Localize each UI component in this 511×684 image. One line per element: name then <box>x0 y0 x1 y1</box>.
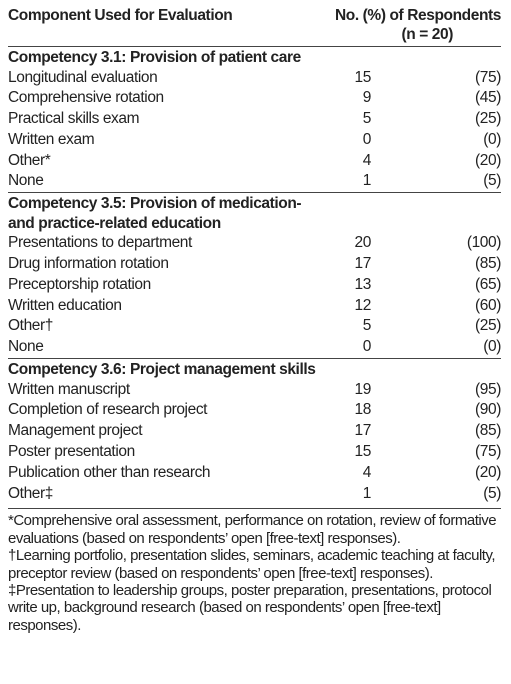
percent: (75) <box>475 442 501 460</box>
table-row: Longitudinal evaluation 15 (75) <box>8 68 501 89</box>
count: 0 <box>362 338 372 356</box>
footnotes: *Comprehensive oral assessment, performa… <box>8 508 501 634</box>
percent: (100) <box>466 234 502 252</box>
count: 13 <box>354 275 372 293</box>
row-label: Other* <box>8 151 51 169</box>
section-title: Competency 3.1: Provision of patient car… <box>8 49 301 66</box>
count: 1 <box>362 484 372 502</box>
section: Competency 3.6: Project management skill… <box>8 358 501 504</box>
percent: (85) <box>475 255 501 273</box>
table-row: Presentations to department 20 (100) <box>8 233 501 254</box>
row-label: Drug information rotation <box>8 255 169 273</box>
percent: (25) <box>475 317 501 335</box>
percent: (0) <box>483 338 501 356</box>
section-title: Competency 3.5: Provision of medication- <box>8 195 302 213</box>
table-row: Practical skills exam 5 (25) <box>8 109 501 130</box>
table-row: Preceptorship rotation 13 (65) <box>8 275 501 296</box>
row-label: Preceptorship rotation <box>8 275 151 293</box>
table-row: Other‡ 1 (5) <box>8 484 501 505</box>
count: 15 <box>354 68 372 86</box>
footnote: ‡Presentation to leadership groups, post… <box>8 581 492 634</box>
section-title: and practice-related education <box>8 214 221 232</box>
table-row: None 0 (0) <box>8 337 501 358</box>
count: 1 <box>362 172 372 190</box>
row-label: Comprehensive rotation <box>8 89 164 107</box>
count: 19 <box>354 380 372 398</box>
percent: (20) <box>475 463 501 481</box>
table-row: Comprehensive rotation 9 (45) <box>8 88 501 109</box>
table-row: Management project 17 (85) <box>8 421 501 442</box>
count: 18 <box>354 401 372 419</box>
table-row: Written exam 0 (0) <box>8 130 501 151</box>
row-label: Other‡ <box>8 484 53 502</box>
percent: (25) <box>475 110 501 128</box>
row-label: Presentations to department <box>8 234 192 252</box>
column-header: Component Used for Evaluation <box>8 7 233 24</box>
table-row: Drug information rotation 17 (85) <box>8 254 501 275</box>
row-label: Other† <box>8 317 53 335</box>
table-row: Publication other than research 4 (20) <box>8 463 501 484</box>
row-label: Written exam <box>8 130 95 148</box>
count: 9 <box>362 89 372 107</box>
section: Competency 3.5: Provision of medication-… <box>8 192 501 358</box>
table-row: Poster presentation 15 (75) <box>8 442 501 463</box>
count: 20 <box>354 234 372 252</box>
count: 0 <box>362 130 372 148</box>
footnote: *Comprehensive oral assessment, performa… <box>8 512 497 547</box>
percent: (90) <box>475 401 501 419</box>
percent: (95) <box>475 380 501 398</box>
row-label: Management project <box>8 422 143 440</box>
table-body: Competency 3.1: Provision of patient car… <box>8 46 501 504</box>
percent: (20) <box>475 151 501 169</box>
count: 4 <box>362 151 372 169</box>
row-label: Longitudinal evaluation <box>8 68 158 86</box>
table-row: Other* 4 (20) <box>8 151 501 172</box>
table-row: Written education 12 (60) <box>8 296 501 317</box>
footnote: †Learning portfolio, presentation slides… <box>8 547 496 582</box>
section: Competency 3.1: Provision of patient car… <box>8 46 501 192</box>
table-header: Component Used for Evaluation No. (%) of… <box>8 6 501 46</box>
percent: (5) <box>483 484 501 502</box>
count: 4 <box>362 463 372 481</box>
row-label: None <box>8 338 44 356</box>
percent: (5) <box>483 172 501 190</box>
table-row: None 1 (5) <box>8 171 501 192</box>
percent: (65) <box>475 275 501 293</box>
table-row: Completion of research project 18 (90) <box>8 400 501 421</box>
row-label: Publication other than research <box>8 463 211 481</box>
count: 17 <box>354 255 372 273</box>
row-label: Written manuscript <box>8 380 130 398</box>
table-row: Written manuscript 19 (95) <box>8 380 501 401</box>
column-header: No. (%) of Respondents <box>335 7 501 24</box>
count: 17 <box>354 422 372 440</box>
count: 12 <box>354 296 372 314</box>
count: 5 <box>362 317 372 335</box>
row-label: Written education <box>8 296 122 314</box>
percent: (0) <box>483 130 501 148</box>
section-title: Competency 3.6: Project management skill… <box>8 361 316 379</box>
percent: (75) <box>475 68 501 86</box>
row-label: Poster presentation <box>8 442 135 460</box>
count: 15 <box>354 442 372 460</box>
count: 5 <box>362 110 372 128</box>
percent: (60) <box>475 296 501 314</box>
row-label: Completion of research project <box>8 401 208 419</box>
column-subheader: (n = 20) <box>401 26 454 43</box>
row-label: Practical skills exam <box>8 110 140 128</box>
row-label: None <box>8 172 44 190</box>
table-row: Other† 5 (25) <box>8 316 501 337</box>
percent: (45) <box>475 89 501 107</box>
percent: (85) <box>475 422 501 440</box>
